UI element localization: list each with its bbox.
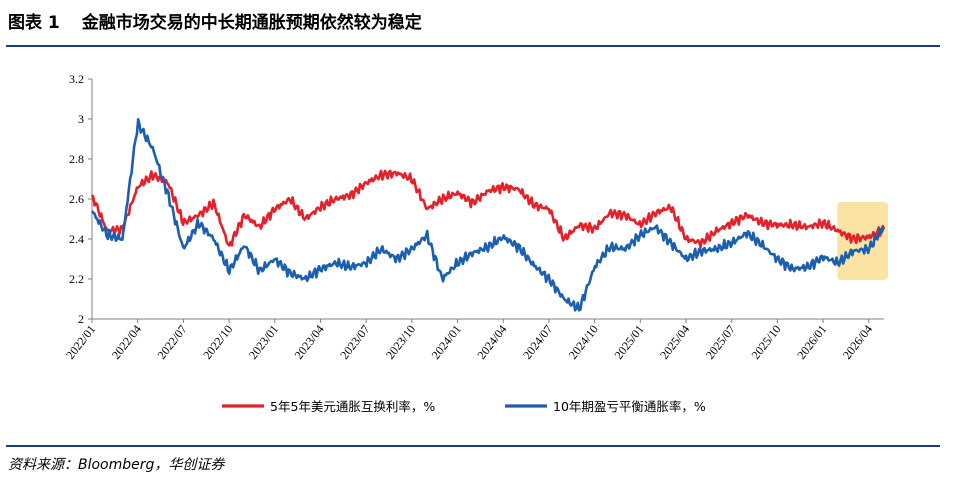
chart-title-row: 图表 1 金融市场交易的中长期通胀预期依然较为稳定 xyxy=(8,8,422,33)
source-note: 资料来源：Bloomberg，华创证券 xyxy=(8,457,225,473)
y-tick-label: 3.2 xyxy=(69,72,84,86)
x-tick-label: 2024/10 xyxy=(566,322,601,362)
x-tick-label: 2023/07 xyxy=(337,322,372,362)
x-tick-label: 2024/07 xyxy=(520,322,555,362)
x-tick-label: 2026/04 xyxy=(840,322,875,362)
y-tick-label: 2.2 xyxy=(69,272,84,286)
x-tick-label: 2022/07 xyxy=(154,322,189,362)
x-tick-label: 2023/04 xyxy=(292,322,327,362)
x-tick-label: 2025/07 xyxy=(703,322,738,362)
legend-label-2: 10年期盈亏平衡通胀率，% xyxy=(553,399,706,414)
highlight-box xyxy=(837,202,888,280)
y-tick-label: 2 xyxy=(78,312,84,326)
x-tick-label: 2025/04 xyxy=(657,322,692,362)
bottom-rule xyxy=(6,445,940,447)
x-tick-label: 2025/10 xyxy=(748,322,783,362)
x-tick-label: 2026/01 xyxy=(794,322,829,362)
y-tick-label: 3 xyxy=(78,112,84,126)
y-tick-label: 2.8 xyxy=(69,152,84,166)
chart-title: 金融市场交易的中长期通胀预期依然较为稳定 xyxy=(81,13,422,33)
figure-label: 图表 1 xyxy=(8,13,60,33)
y-tick-label: 2.6 xyxy=(69,192,84,206)
x-tick-label: 2022/10 xyxy=(200,322,235,362)
x-tick-label: 2023/01 xyxy=(246,322,281,362)
x-tick-label: 2024/01 xyxy=(429,322,464,362)
y-tick-label: 2.4 xyxy=(69,232,84,246)
legend-label-1: 5年5年美元通胀互换利率，% xyxy=(270,399,435,414)
x-tick-label: 2022/01 xyxy=(63,322,98,362)
top-rule xyxy=(6,45,940,47)
line-chart: 2 2.2 2.4 2.6 2.8 3 3.2 2022/01 2022/04 2022/07 20… xyxy=(63,72,888,414)
x-tick-label: 2025/01 xyxy=(611,322,646,362)
series-line-1 xyxy=(90,169,886,249)
x-tick-label: 2024/04 xyxy=(474,322,509,362)
series-line-2 xyxy=(90,118,886,312)
x-tick-label: 2023/10 xyxy=(383,322,418,362)
x-tick-label: 2022/04 xyxy=(109,322,144,362)
